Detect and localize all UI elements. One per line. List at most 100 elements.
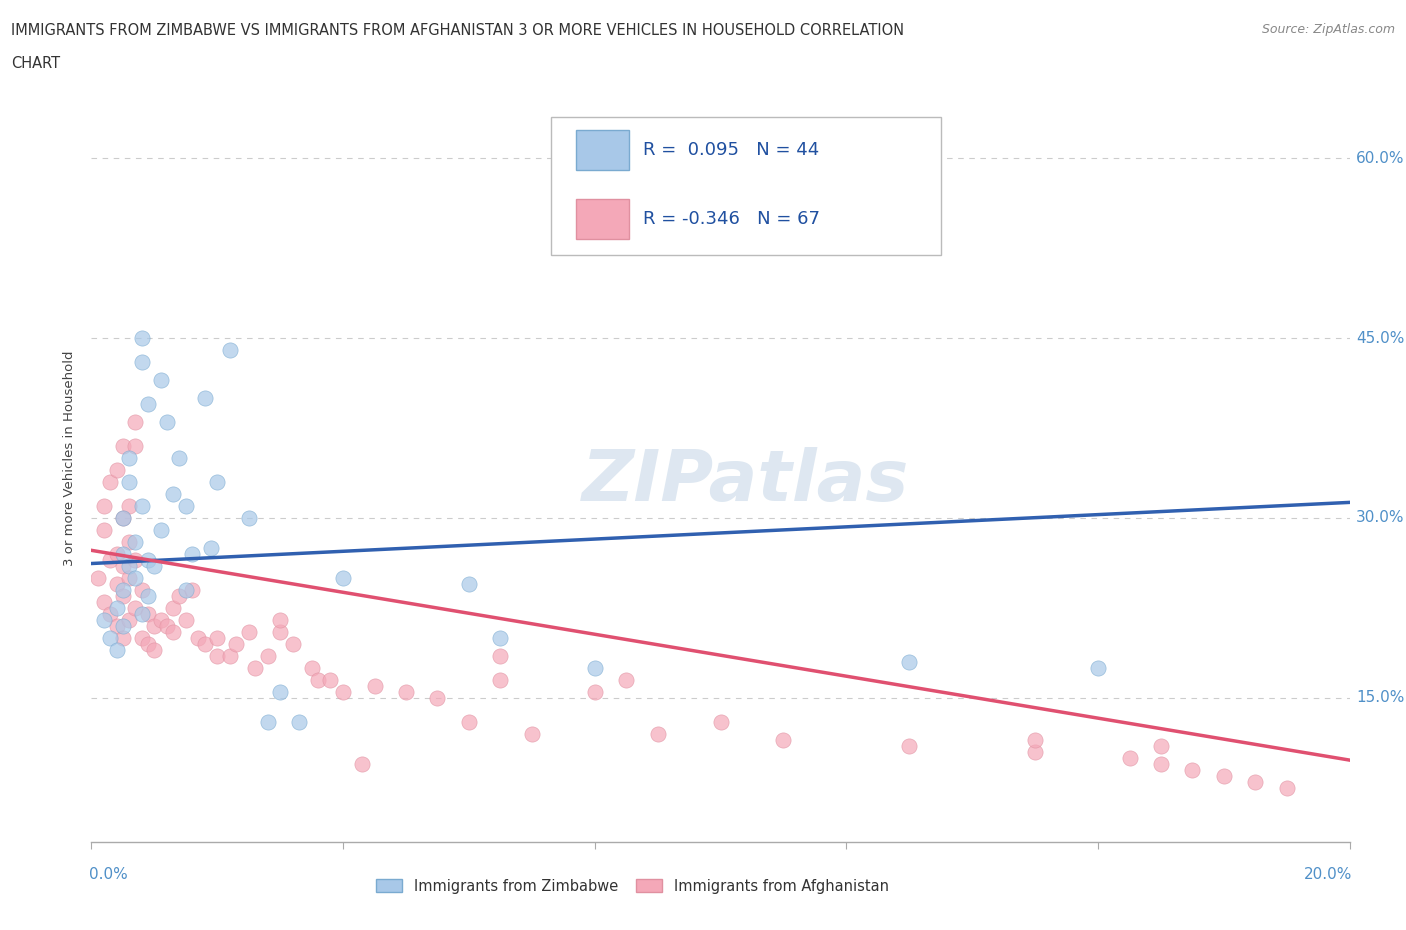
- Point: [269, 684, 291, 699]
- Point: [174, 498, 197, 513]
- Point: [174, 613, 197, 628]
- Point: [181, 582, 204, 597]
- Point: [269, 613, 291, 628]
- Point: [136, 552, 159, 567]
- Point: [1275, 780, 1298, 795]
- Point: [520, 726, 543, 741]
- Point: [118, 559, 141, 574]
- Point: [205, 648, 228, 663]
- Point: [124, 570, 146, 585]
- Point: [457, 577, 479, 591]
- Point: [194, 391, 217, 405]
- Point: [332, 684, 354, 699]
- Point: [98, 474, 121, 489]
- Point: [1087, 660, 1109, 675]
- Point: [281, 636, 304, 651]
- Point: [111, 631, 134, 645]
- Point: [489, 631, 512, 645]
- Point: [105, 577, 128, 591]
- Point: [149, 373, 172, 388]
- Point: [225, 636, 247, 651]
- Point: [149, 523, 172, 538]
- Text: 60.0%: 60.0%: [1355, 151, 1405, 166]
- Point: [218, 648, 240, 663]
- Point: [136, 396, 159, 411]
- Point: [136, 636, 159, 651]
- Point: [111, 511, 134, 525]
- Point: [288, 714, 311, 729]
- Text: R =  0.095   N = 44: R = 0.095 N = 44: [643, 140, 818, 159]
- Text: 45.0%: 45.0%: [1355, 331, 1405, 346]
- Point: [363, 678, 385, 693]
- Point: [124, 535, 146, 550]
- Point: [489, 672, 512, 687]
- Point: [131, 354, 153, 369]
- Point: [307, 672, 329, 687]
- Point: [118, 474, 141, 489]
- Point: [105, 547, 128, 562]
- Point: [118, 498, 141, 513]
- Point: [131, 582, 153, 597]
- Point: [1150, 756, 1173, 771]
- Text: 0.0%: 0.0%: [89, 867, 128, 882]
- Point: [332, 570, 354, 585]
- Point: [131, 331, 153, 346]
- Point: [457, 714, 479, 729]
- Point: [1244, 775, 1267, 790]
- Point: [105, 643, 128, 658]
- Point: [1024, 744, 1046, 759]
- FancyBboxPatch shape: [551, 116, 941, 255]
- Point: [131, 631, 153, 645]
- Point: [1181, 763, 1204, 777]
- Legend: Immigrants from Zimbabwe, Immigrants from Afghanistan: Immigrants from Zimbabwe, Immigrants fro…: [370, 873, 894, 899]
- Point: [124, 439, 146, 454]
- Point: [118, 451, 141, 466]
- Point: [111, 439, 134, 454]
- Point: [256, 648, 278, 663]
- Point: [614, 672, 637, 687]
- Point: [583, 684, 606, 699]
- Point: [124, 552, 146, 567]
- Point: [105, 601, 128, 616]
- Point: [131, 498, 153, 513]
- Point: [1212, 768, 1236, 783]
- Point: [647, 726, 669, 741]
- Point: [301, 660, 323, 675]
- Text: ZIPatlas: ZIPatlas: [582, 446, 910, 515]
- Point: [149, 613, 172, 628]
- Point: [1024, 732, 1046, 747]
- Point: [319, 672, 342, 687]
- Point: [124, 601, 146, 616]
- Point: [162, 624, 184, 639]
- Point: [118, 570, 141, 585]
- Point: [269, 624, 291, 639]
- Point: [143, 559, 166, 574]
- Point: [614, 180, 637, 195]
- Text: R = -0.346   N = 67: R = -0.346 N = 67: [643, 209, 820, 228]
- Point: [93, 613, 115, 628]
- FancyBboxPatch shape: [576, 130, 628, 170]
- Text: Source: ZipAtlas.com: Source: ZipAtlas.com: [1261, 23, 1395, 36]
- Point: [156, 415, 179, 430]
- Text: 15.0%: 15.0%: [1355, 690, 1405, 705]
- Point: [98, 552, 121, 567]
- Point: [105, 618, 128, 633]
- Point: [98, 606, 121, 621]
- Point: [136, 606, 159, 621]
- Text: 20.0%: 20.0%: [1305, 867, 1353, 882]
- Text: CHART: CHART: [11, 56, 60, 71]
- Point: [162, 601, 184, 616]
- Point: [583, 660, 606, 675]
- Point: [162, 486, 184, 501]
- Point: [898, 655, 921, 670]
- Point: [118, 613, 141, 628]
- Point: [111, 511, 134, 525]
- Point: [111, 618, 134, 633]
- Point: [136, 589, 159, 604]
- Point: [143, 643, 166, 658]
- FancyBboxPatch shape: [576, 199, 628, 239]
- Point: [118, 535, 141, 550]
- Point: [143, 618, 166, 633]
- Point: [205, 631, 228, 645]
- Point: [111, 589, 134, 604]
